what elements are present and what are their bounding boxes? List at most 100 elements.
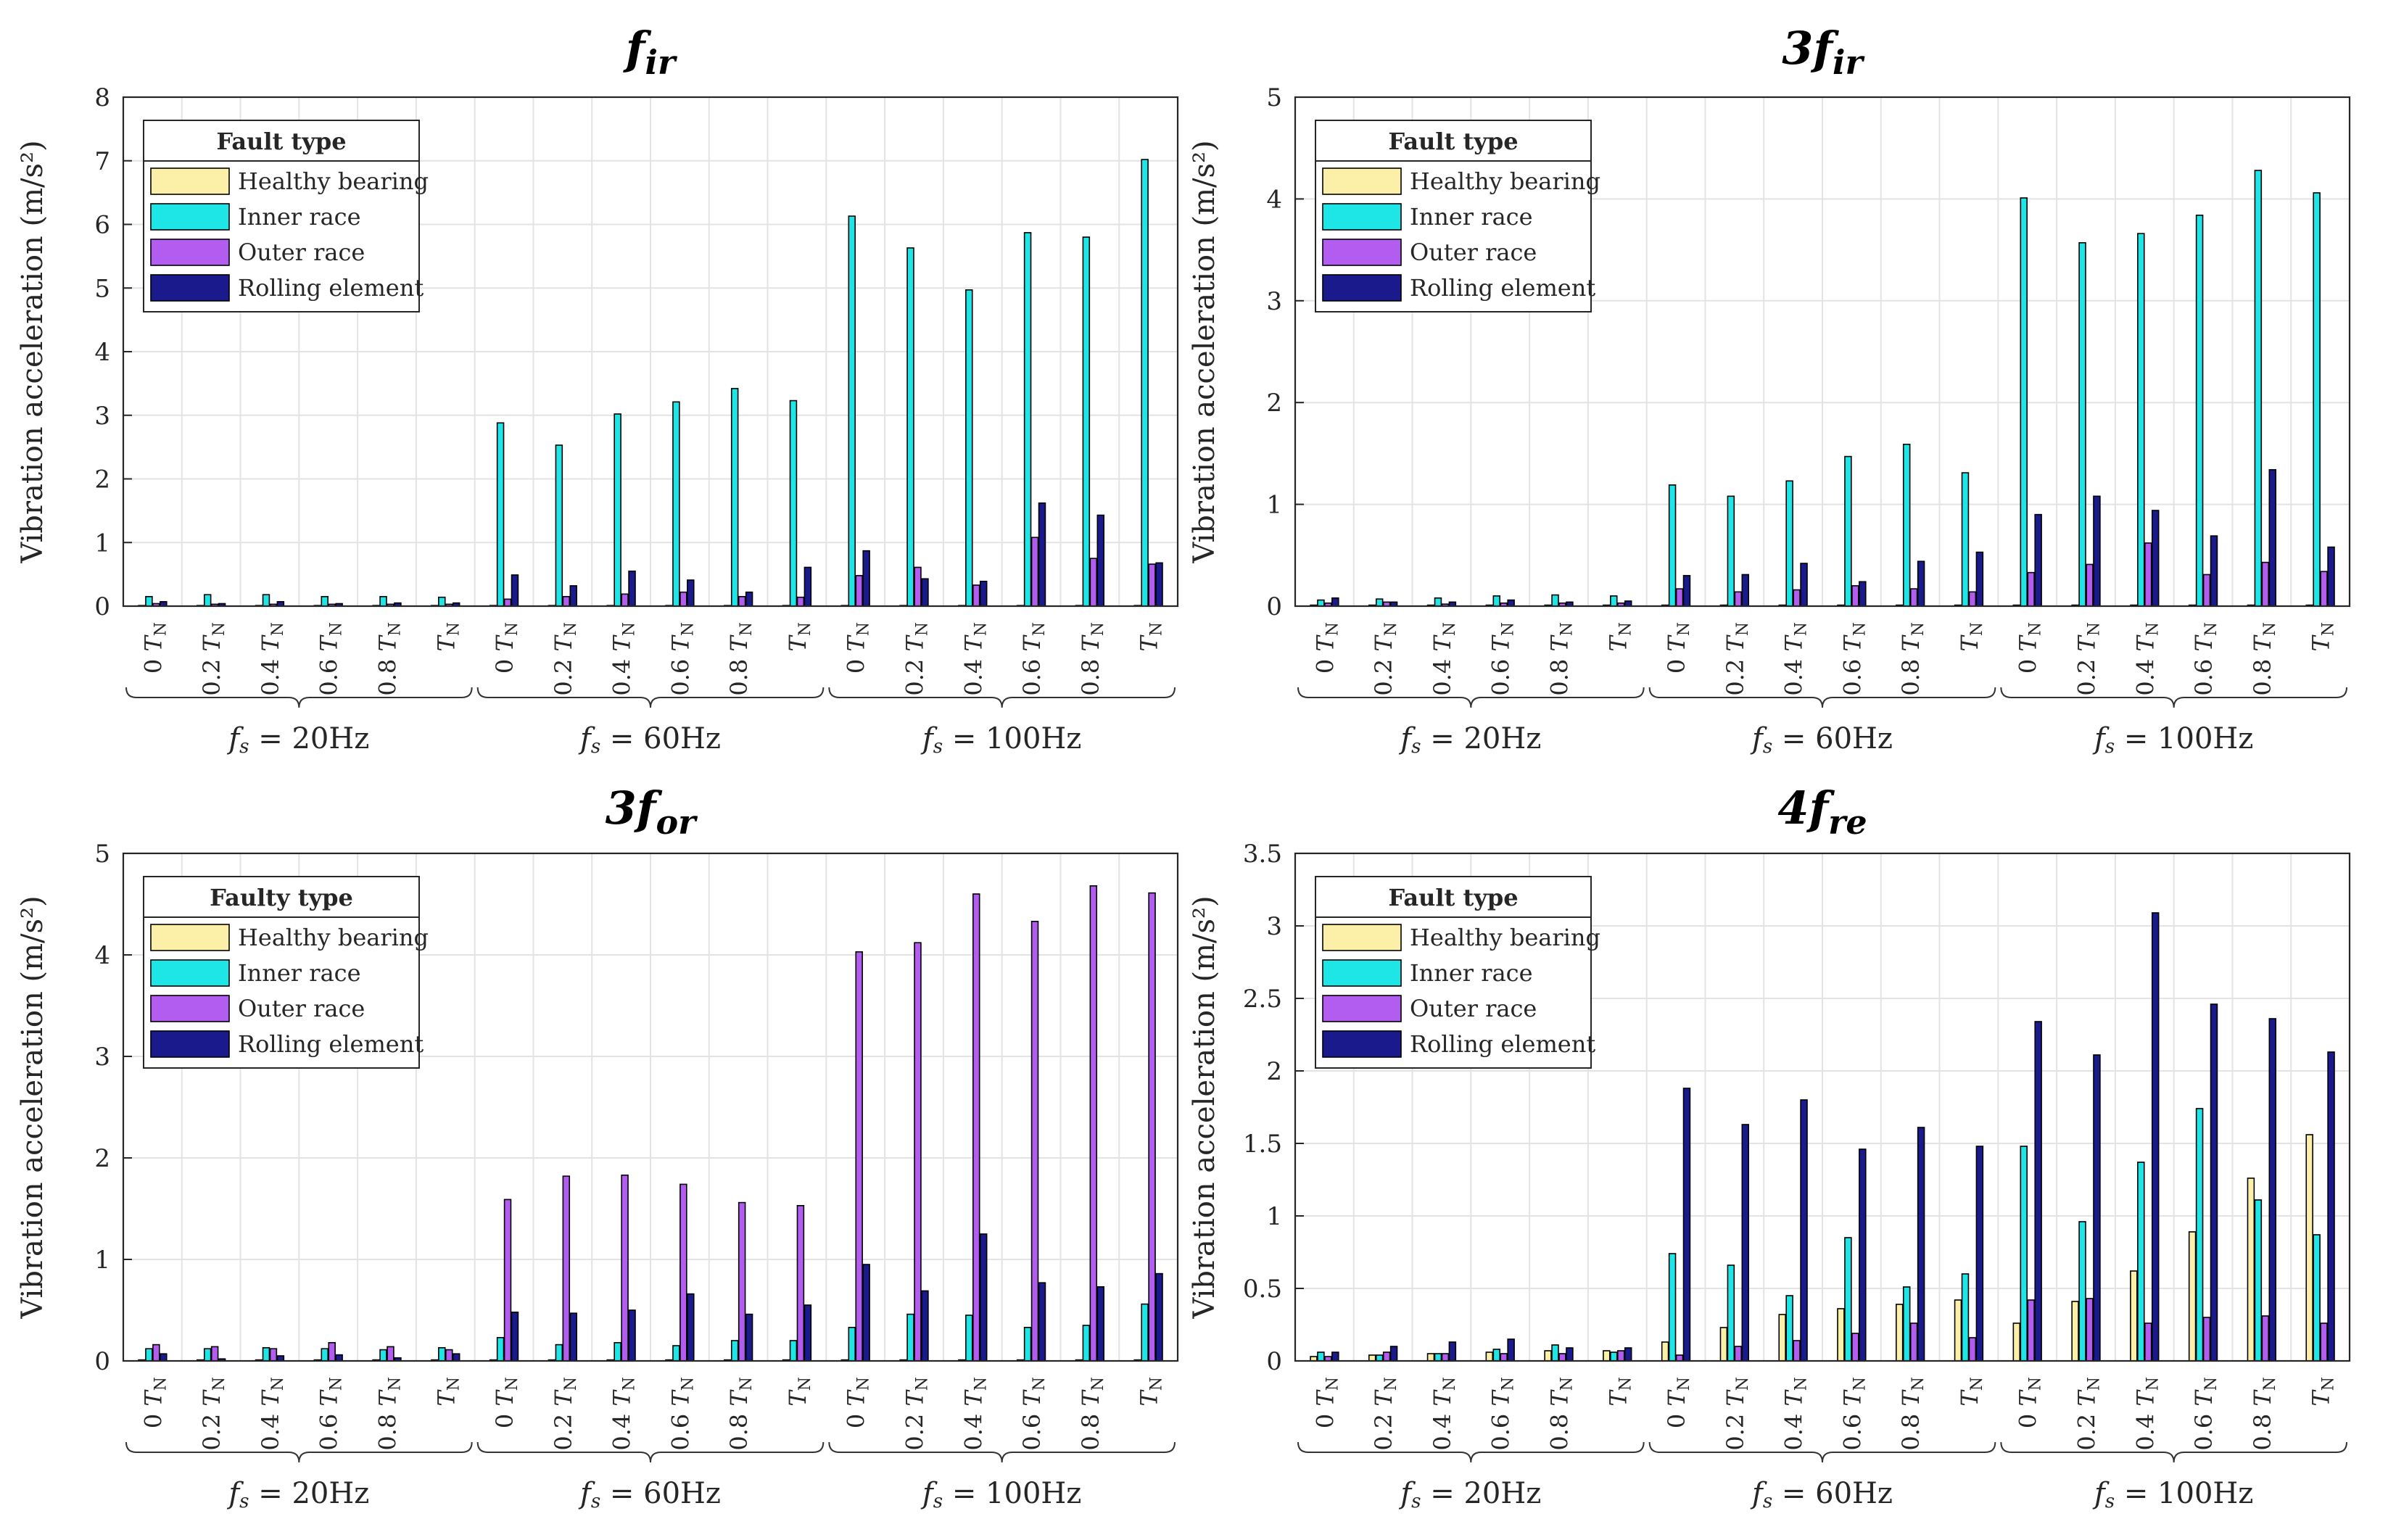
x-tick-label: 0.8 TN	[374, 622, 405, 696]
bar-rolling-element	[2034, 1021, 2042, 1362]
bar-outer-race	[2144, 1322, 2152, 1362]
x-tick-label: 0.2 TN	[550, 1377, 580, 1451]
legend: Faulty type Healthy bearing Inner race Oute…	[143, 876, 429, 1069]
legend-title: Fault type	[1388, 128, 1518, 155]
bar-healthy-bearing	[1954, 1299, 1962, 1362]
bar-rolling-element	[1682, 575, 1691, 607]
legend-entry: Rolling element	[1410, 274, 1595, 302]
x-tick-label: 0.2 TN	[198, 622, 228, 696]
bar-inner-race	[262, 1347, 270, 1362]
x-tick-label: 0 TN	[491, 622, 521, 674]
y-tick-label: 1	[94, 529, 110, 558]
bar-inner-race	[438, 1347, 446, 1362]
bar-outer-race	[328, 1342, 336, 1362]
bar-rolling-element	[1741, 1124, 1750, 1362]
bar-inner-race	[2313, 192, 2321, 607]
group-brace	[1648, 1441, 1996, 1463]
bar-rolling-element	[569, 585, 578, 607]
bar-rolling-element	[687, 579, 695, 607]
group-brace	[476, 687, 825, 708]
bar-inner-race	[1492, 595, 1500, 607]
x-tick-label: 0 TN	[491, 1377, 521, 1428]
bar-inner-race	[789, 400, 798, 607]
bar-inner-race	[906, 247, 914, 607]
legend-swatch	[150, 924, 230, 951]
legend-swatch	[1322, 924, 1402, 951]
bar-rolling-element	[1507, 1338, 1515, 1362]
x-tick-label: 0.4 TN	[608, 1377, 639, 1451]
bar-rolling-element	[1096, 514, 1105, 607]
bar-outer-race	[1500, 1353, 1508, 1362]
y-tick-label: 7	[94, 147, 110, 176]
bar-outer-race	[972, 893, 980, 1362]
legend-swatch	[150, 1030, 230, 1058]
bar-rolling-element	[862, 550, 870, 607]
axes-box	[1294, 852, 2351, 1362]
x-tick-label: 0.6 TN	[666, 622, 697, 696]
bar-inner-race	[1727, 495, 1735, 607]
bar-rolling-element	[2210, 1003, 2218, 1362]
bar-inner-race	[2137, 1162, 2145, 1362]
x-tick-label: 0.6 TN	[2190, 1377, 2221, 1451]
y-tick-label: 8	[94, 83, 110, 112]
x-tick-label: 0.2 TN	[198, 1377, 228, 1451]
bar-rolling-element	[1917, 560, 1925, 607]
bar-outer-race	[1909, 588, 1918, 607]
x-tick-label: 0.2 TN	[901, 622, 932, 696]
x-tick-label: 0.8 TN	[1546, 1377, 1577, 1451]
bar-inner-race	[1375, 598, 1384, 607]
y-axis-label: Vibration acceleration (m/s²)	[1188, 895, 1221, 1319]
bar-inner-race	[1023, 232, 1032, 607]
x-tick-label: 0.8 TN	[2249, 1377, 2279, 1451]
bar-inner-race	[2195, 215, 2204, 607]
bar-inner-race	[145, 1348, 153, 1362]
group-brace	[125, 1441, 473, 1463]
bar-rolling-element	[1800, 1099, 1808, 1362]
y-tick-label: 0	[94, 1347, 110, 1376]
bar-inner-race	[1317, 1351, 1325, 1362]
bar-rolling-element	[1859, 1148, 1867, 1362]
group-label: fs = 20Hz	[226, 1477, 369, 1512]
bar-inner-race	[379, 596, 387, 607]
bar-inner-race	[555, 1344, 563, 1362]
group-label: fs = 100Hz	[920, 1477, 1081, 1512]
bar-rolling-element	[628, 570, 636, 607]
y-tick-label: 0.5	[1243, 1275, 1282, 1304]
bar-inner-race	[848, 1327, 856, 1362]
bar-outer-race	[914, 566, 922, 607]
bar-rolling-element	[1975, 1146, 1984, 1362]
group-brace	[828, 1441, 1176, 1463]
bar-rolling-element	[2151, 912, 2160, 1362]
bar-rolling-element	[1155, 1272, 1163, 1362]
y-tick-label: 3	[94, 1043, 110, 1072]
axes-box	[1294, 96, 2351, 608]
y-tick-label: 2	[94, 1144, 110, 1173]
bar-outer-race	[1968, 591, 1977, 607]
bar-outer-race	[2320, 571, 2328, 607]
legend-entry: Inner race	[238, 203, 361, 231]
bar-inner-race	[614, 1342, 621, 1362]
group-brace	[125, 687, 473, 708]
bar-inner-race	[1902, 1286, 1911, 1362]
bar-outer-race	[679, 591, 687, 607]
group-label: fs = 60Hz	[578, 722, 721, 758]
bar-inner-race	[2195, 1108, 2204, 1362]
legend-swatch	[1322, 995, 1402, 1022]
x-tick-label: 0.6 TN	[315, 622, 346, 696]
bar-inner-race	[2254, 170, 2263, 607]
bar-rolling-element	[921, 578, 929, 607]
bar-inner-race	[1082, 236, 1091, 607]
bar-inner-race	[1317, 599, 1325, 607]
chart-panel-2: 0 1 2 3 4 5 0 TN 0.2 TN 0.4 TN 0.6 TN 0.8 TN TN 0 TN…	[1188, 22, 2351, 758]
chart-title: 3for	[606, 782, 698, 842]
x-tick-label: 0.6 TN	[1018, 1377, 1049, 1451]
bar-inner-race	[2020, 197, 2028, 607]
group-label: fs = 20Hz	[1398, 1477, 1541, 1512]
bar-outer-race	[1675, 588, 1684, 607]
bar-healthy-bearing	[1368, 1354, 1376, 1362]
bar-healthy-bearing	[1603, 1350, 1611, 1362]
legend-swatch	[1322, 959, 1402, 987]
group-label: fs = 100Hz	[2092, 722, 2253, 758]
x-tick-label: 0.4 TN	[1429, 1377, 1459, 1451]
y-tick-label: 0	[94, 592, 110, 621]
